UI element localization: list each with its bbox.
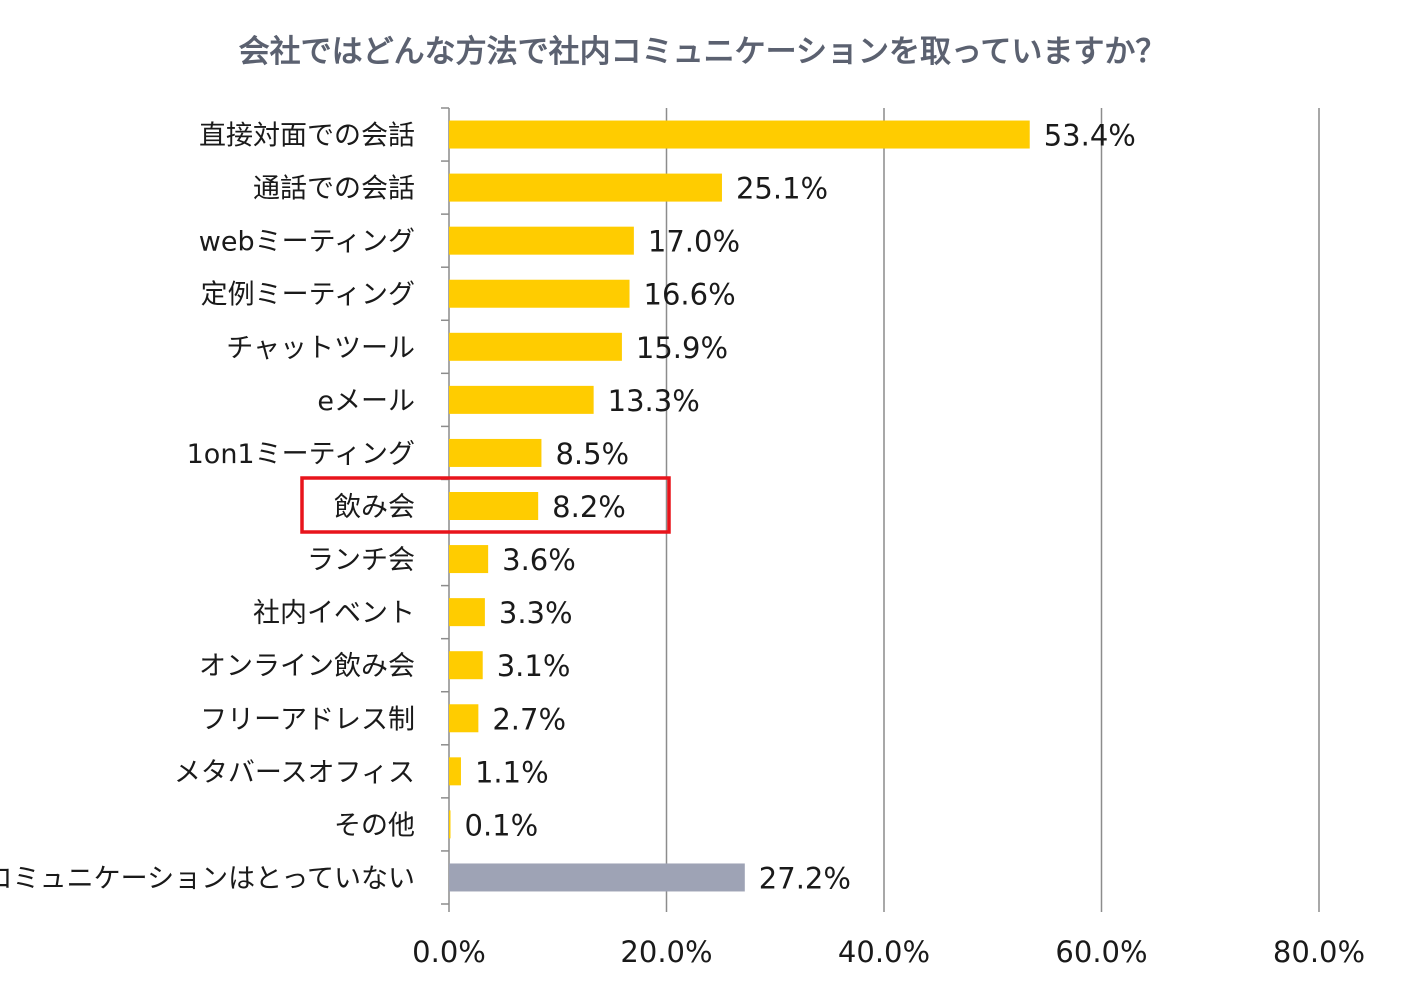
bars [449,120,1030,892]
data-label: 2.7% [492,702,566,736]
x-tick-label: 40.0% [838,935,930,969]
category-label: オンライン飲み会 [199,651,415,682]
category-label: 定例ミーティング [201,280,415,311]
bar [449,332,622,361]
data-label: 27.2% [759,861,851,895]
data-label: 16.6% [644,278,736,312]
x-axis-ticks: 0.0% 20.0% 40.0% 60.0% 80.0% [412,935,1365,969]
bar [449,492,539,520]
data-label: 3.3% [499,596,573,630]
data-label: 3.1% [497,649,571,683]
data-label: 53.4% [1044,119,1136,153]
bar [449,863,745,892]
data-label: 1.1% [475,755,549,789]
bar [449,385,594,414]
category-label: eメール [317,386,415,417]
bar [449,704,479,733]
chart-title: 会社ではどんな方法で社内コミュニケーションを取っていますか？ [238,34,1167,70]
bar [449,279,630,308]
bar [449,173,722,202]
category-label: 直接対面での会話 [199,121,415,152]
bar [449,598,485,627]
highlight [300,476,671,534]
gridlines [665,108,1320,904]
labels: 直接対面での会話 53.4% 通話での会話 25.1% webミーティング 17.0% 定例… [0,119,1136,896]
data-label: 15.9% [636,331,728,365]
data-label: 8.5% [555,437,629,471]
data-label: 3.6% [502,543,576,577]
data-label: 8.2% [552,490,626,524]
category-label: コミュニケーションはとっていない [0,863,415,894]
x-tick-label: 20.0% [620,935,712,969]
x-tick-label: 60.0% [1055,935,1147,969]
category-label: 通話での会話 [253,174,415,205]
data-label: 25.1% [736,172,828,206]
category-label: メタバースオフィス [174,757,415,788]
category-label: チャットツール [226,333,415,364]
category-label: ランチ会 [307,545,415,576]
data-label: 13.3% [608,384,700,418]
category-label: フリーアドレス制 [200,704,415,735]
category-label: 社内イベント [253,598,415,629]
data-label: 17.0% [648,225,740,259]
bar [449,120,1030,149]
bar [449,651,483,680]
bar [449,438,542,467]
bar [449,226,634,255]
bar [449,757,461,786]
bar [449,545,489,574]
category-label: 飲み会 [334,492,415,523]
highlight-box [300,476,671,534]
data-label: 0.1% [465,808,539,842]
x-tick-label: 0.0% [412,935,486,969]
category-label: webミーティング [199,227,415,258]
category-label: 1on1ミーティング [187,439,415,470]
category-label: その他 [334,810,415,841]
bar [449,810,451,839]
x-tick-label: 80.0% [1273,935,1365,969]
